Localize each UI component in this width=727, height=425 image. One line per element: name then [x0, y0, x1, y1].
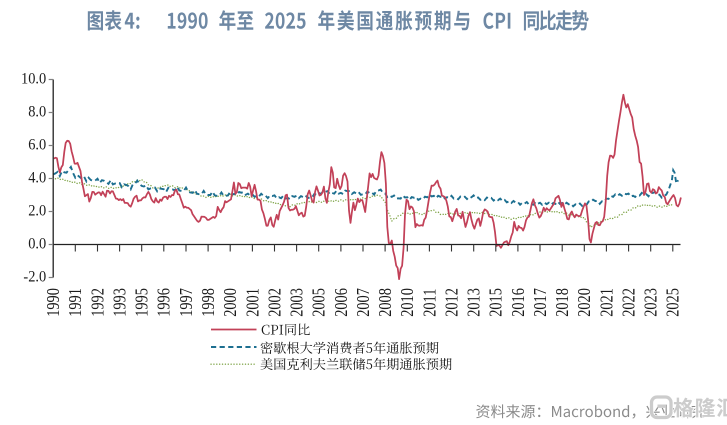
svg-text:2005: 2005 — [310, 288, 329, 317]
svg-text:6.0: 6.0 — [28, 136, 46, 154]
svg-text:1993: 1993 — [111, 288, 130, 317]
svg-text:2010: 2010 — [399, 288, 418, 317]
svg-text:2021: 2021 — [598, 288, 617, 317]
svg-text:2006: 2006 — [333, 288, 352, 317]
svg-text:2008: 2008 — [377, 288, 396, 317]
svg-text:1996: 1996 — [155, 288, 174, 317]
svg-text:2011: 2011 — [421, 289, 440, 317]
svg-text:1990: 1990 — [45, 288, 64, 317]
svg-text:1997: 1997 — [178, 288, 197, 317]
svg-text:2022: 2022 — [620, 288, 639, 317]
svg-text:2012: 2012 — [443, 288, 462, 317]
svg-text:1995: 1995 — [133, 288, 152, 317]
svg-text:2007: 2007 — [355, 288, 374, 317]
svg-text:2016: 2016 — [510, 288, 529, 317]
svg-text:2003: 2003 — [288, 288, 307, 317]
svg-text:10.0: 10.0 — [21, 70, 47, 88]
svg-text:2001: 2001 — [244, 288, 263, 317]
svg-text:1992: 1992 — [89, 288, 108, 317]
svg-text:2002: 2002 — [266, 288, 285, 317]
svg-text:2015: 2015 — [487, 288, 506, 317]
svg-text:2025: 2025 — [664, 288, 683, 317]
svg-text:2020: 2020 — [576, 288, 595, 317]
svg-text:4.0: 4.0 — [28, 169, 46, 187]
svg-text:8.0: 8.0 — [28, 103, 46, 121]
svg-text:1991: 1991 — [67, 288, 86, 317]
svg-text:1998: 1998 — [200, 288, 219, 317]
svg-text:2000: 2000 — [222, 288, 241, 317]
svg-text:-2.0: -2.0 — [23, 268, 46, 286]
svg-text:2013: 2013 — [465, 288, 484, 317]
svg-text:2018: 2018 — [554, 288, 573, 317]
svg-text:2017: 2017 — [532, 288, 551, 317]
svg-text:2.0: 2.0 — [28, 202, 46, 220]
svg-text:2023: 2023 — [642, 288, 661, 317]
svg-text:0.0: 0.0 — [28, 235, 46, 253]
